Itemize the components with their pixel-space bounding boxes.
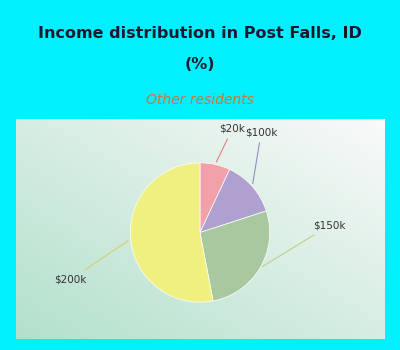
Text: Income distribution in Post Falls, ID: Income distribution in Post Falls, ID [38,26,362,41]
Text: $100k: $100k [245,127,277,184]
Wedge shape [200,169,266,232]
Text: $200k: $200k [55,240,128,284]
Text: Other residents: Other residents [146,93,254,107]
Text: (%): (%) [185,57,215,72]
Text: $20k: $20k [216,124,245,162]
Wedge shape [200,211,270,301]
Wedge shape [130,163,213,302]
Wedge shape [200,163,230,232]
Text: $150k: $150k [262,221,346,267]
